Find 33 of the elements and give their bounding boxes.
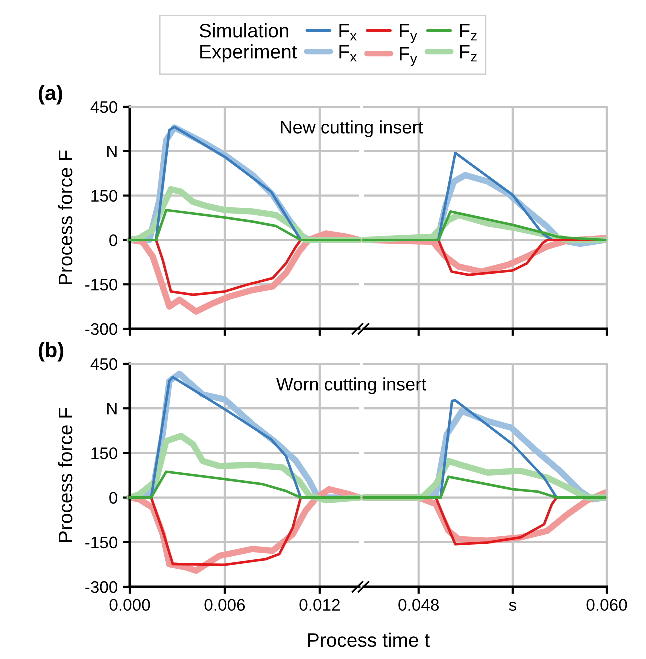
y-tick-label: 450 xyxy=(90,101,118,114)
y-tick-label: -300 xyxy=(86,581,118,594)
y-tick-label: -150 xyxy=(86,279,118,291)
y-tick-label: N xyxy=(108,146,117,158)
y-tick-label: N xyxy=(108,403,117,415)
legend-label: F$_{y}$ xyxy=(400,47,418,66)
x-axis-title: Process time t xyxy=(308,632,430,648)
x-tick-label: 0.012 xyxy=(300,599,340,612)
legend-label: F$_{x}$ xyxy=(340,24,357,41)
annotation: Worn cutting insert xyxy=(276,378,426,394)
y-tick-label: 150 xyxy=(92,190,118,202)
x-tick-label: 0.000 xyxy=(110,599,150,612)
legend-label: F$_{y}$ xyxy=(400,24,418,44)
text: Experiment xyxy=(200,44,298,63)
legend-label: F$_{z}$ xyxy=(460,45,477,62)
y-axis-title: Process force F xyxy=(58,150,73,284)
chart-title: (b) xyxy=(39,342,64,362)
text: Simulation xyxy=(200,24,288,38)
legend-label: F$_{z}$ xyxy=(460,24,477,41)
legend-label: F$_{x}$ xyxy=(340,45,357,62)
chart-title: (a) xyxy=(39,85,62,105)
x-tick-label: 0.048 xyxy=(398,599,439,612)
y-tick-label: 0 xyxy=(110,492,118,504)
y-axis-title: Process force F xyxy=(58,408,73,542)
y-tick-label: -300 xyxy=(86,323,118,336)
x-tick-label: 0.060 xyxy=(586,599,628,612)
y-tick-label: -150 xyxy=(86,536,118,549)
y-tick-label: 0 xyxy=(110,234,118,246)
x-tick-label: s xyxy=(509,602,516,612)
y-tick-label: 150 xyxy=(92,448,118,460)
annotation: New cutting insert xyxy=(281,120,424,138)
x-tick-label: 0.006 xyxy=(204,599,246,612)
y-tick-label: 450 xyxy=(90,358,118,370)
